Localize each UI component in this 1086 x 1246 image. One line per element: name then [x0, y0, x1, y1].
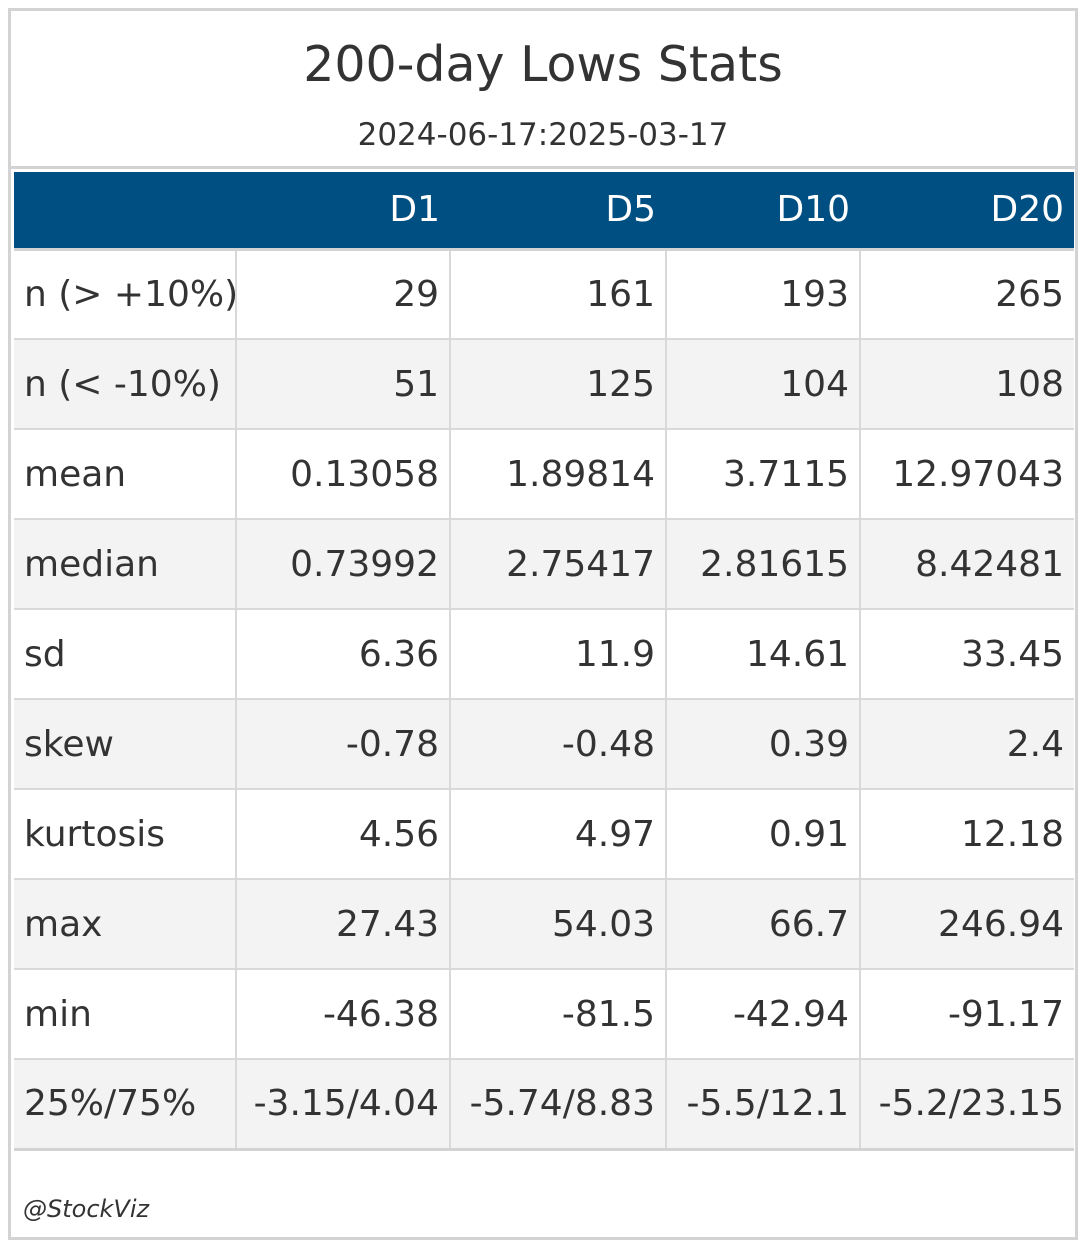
header-cell-d20: D20 [990, 189, 1064, 231]
table-body: n (> +10%) 29 161 193 265 n (< -10%) 51 125 104 1… [14, 247, 1074, 1151]
table-cell: 108 [859, 338, 1074, 430]
table-cell: 51 [235, 338, 451, 430]
table-row: min -46.38 -81.5 -42.94 -91.17 [14, 968, 1074, 1060]
header-cell-blank [14, 172, 236, 249]
table-cell: 3.7115 [665, 428, 861, 520]
table-cell: 33.45 [859, 608, 1074, 700]
table-cell: 6.36 [235, 608, 451, 700]
date-range-subtitle: 2024-06-17:2025-03-17 [357, 117, 729, 153]
table-cell: 2.75417 [449, 518, 667, 610]
table-cell: 8.42481 [859, 518, 1074, 610]
table-cell: 265 [859, 247, 1074, 340]
table-cell: -0.48 [449, 698, 667, 790]
table-cell: 193 [665, 247, 861, 340]
table-cell: 0.39 [665, 698, 861, 790]
row-label: max [14, 878, 237, 970]
header-cell-d1: D1 [389, 189, 440, 231]
table-cell: 246.94 [859, 878, 1074, 970]
table-cell: 0.73992 [235, 518, 451, 610]
row-label: kurtosis [14, 788, 237, 880]
table-row: mean 0.13058 1.89814 3.7115 12.97043 [14, 428, 1074, 520]
table-cell: 2.81615 [665, 518, 861, 610]
table-cell: 2.4 [859, 698, 1074, 790]
table-cell: 66.7 [665, 878, 861, 970]
table-row: kurtosis 4.56 4.97 0.91 12.18 [14, 788, 1074, 880]
table-row: 25%/75% -3.15/4.04 -5.74/8.83 -5.5/12.1 -5.2… [14, 1058, 1074, 1151]
table-row: skew -0.78 -0.48 0.39 2.4 [14, 698, 1074, 790]
table-cell: 29 [235, 247, 451, 340]
stats-panel: 200-day Lows Stats 2024-06-17:2025-03-17… [8, 8, 1078, 1240]
row-label: mean [14, 428, 237, 520]
table-row: n (< -10%) 51 125 104 108 [14, 338, 1074, 430]
table-cell: 12.97043 [859, 428, 1074, 520]
row-label: median [14, 518, 237, 610]
row-label: sd [14, 608, 237, 700]
table-cell: -42.94 [665, 968, 861, 1060]
table-cell: 1.89814 [449, 428, 667, 520]
table-cell: -5.74/8.83 [449, 1058, 667, 1151]
table-row: sd 6.36 11.9 14.61 33.45 [14, 608, 1074, 700]
page-title: 200-day Lows Stats [303, 36, 783, 93]
table-row: median 0.73992 2.75417 2.81615 8.42481 [14, 518, 1074, 610]
header-cell-d5: D5 [605, 189, 656, 231]
table-row: max 27.43 54.03 66.7 246.94 [14, 878, 1074, 970]
table-cell: 27.43 [235, 878, 451, 970]
table-cell: 54.03 [449, 878, 667, 970]
title-divider [11, 166, 1075, 169]
title-block: 200-day Lows Stats 2024-06-17:2025-03-17 [11, 11, 1075, 166]
table-cell: 12.18 [859, 788, 1074, 880]
footer-credit: @StockViz [23, 1195, 150, 1223]
table-cell: -5.2/23.15 [859, 1058, 1074, 1151]
table-row: n (> +10%) 29 161 193 265 [14, 247, 1074, 340]
table-cell: -91.17 [859, 968, 1074, 1060]
table-cell: 11.9 [449, 608, 667, 700]
header-cell-d10: D10 [776, 189, 850, 231]
stats-table: D1 D5 D10 D20 n (> +10%) 29 161 193 265 n (< -10… [14, 172, 1074, 1151]
table-cell: -5.5/12.1 [665, 1058, 861, 1151]
table-cell: 4.97 [449, 788, 667, 880]
table-cell: 4.56 [235, 788, 451, 880]
table-cell: 104 [665, 338, 861, 430]
row-label: min [14, 968, 237, 1060]
table-cell: -46.38 [235, 968, 451, 1060]
row-label: skew [14, 698, 237, 790]
table-cell: 161 [449, 247, 667, 340]
table-cell: -3.15/4.04 [235, 1058, 451, 1151]
table-cell: -0.78 [235, 698, 451, 790]
table-cell: 0.91 [665, 788, 861, 880]
header-row: D1 D5 D10 D20 [14, 172, 1074, 249]
table-cell: -81.5 [449, 968, 667, 1060]
table-cell: 14.61 [665, 608, 861, 700]
row-label: n (< -10%) [14, 338, 237, 430]
table-cell: 125 [449, 338, 667, 430]
table-cell: 0.13058 [235, 428, 451, 520]
row-label: n (> +10%) [14, 247, 238, 340]
table-header: D1 D5 D10 D20 [14, 172, 1074, 249]
row-label: 25%/75% [14, 1058, 237, 1151]
